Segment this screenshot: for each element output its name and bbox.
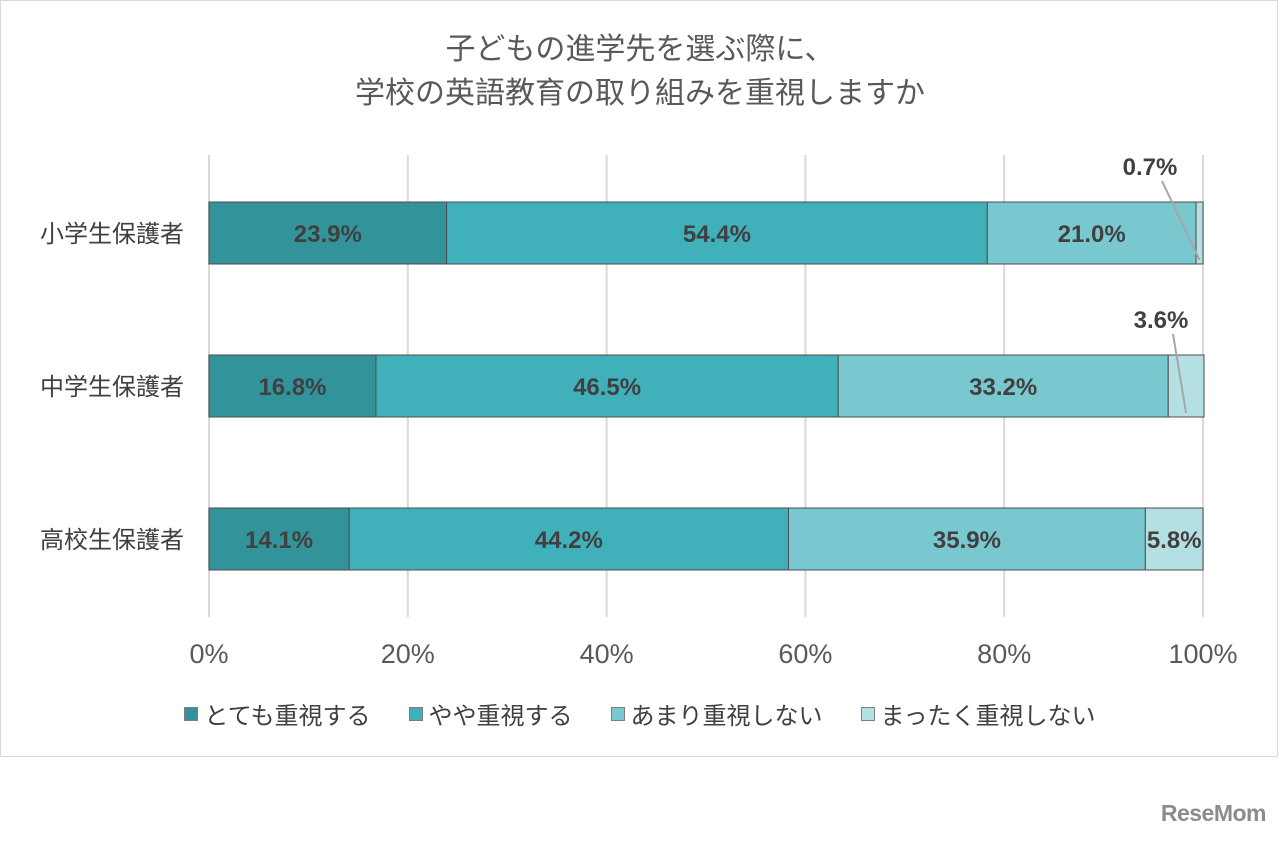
bar-segment (208, 507, 350, 571)
resemom-logo: ReseMom (1160, 800, 1267, 826)
data-label: 16.8% (258, 374, 326, 401)
data-label: 35.9% (933, 527, 1001, 554)
bar-segment (375, 354, 839, 418)
bar-segment (1195, 201, 1204, 265)
chart-title-line-1: 子どもの進学先を選ぶ際に、 (445, 32, 835, 67)
data-label: 46.5% (573, 374, 641, 401)
legend-swatch-somewhat-important (408, 706, 423, 721)
data-label: 54.4% (683, 221, 751, 248)
legend-swatch-not-important-at-all (860, 706, 875, 721)
legend-label-not-very-important: あまり重視しない (630, 702, 823, 730)
x-tick-label: 80% (977, 639, 1031, 669)
legend-item-somewhat-important: やや重視する (408, 696, 573, 731)
legend-item-very-important: とても重視する (184, 696, 371, 731)
bar-segment (837, 354, 1169, 418)
bar-segment (446, 201, 988, 265)
legend-label-very-important: とても重視する (204, 702, 371, 730)
x-tick-label: 0% (189, 639, 228, 669)
data-label: 3.6% (1134, 307, 1189, 334)
chart-legend: とても重視する やや重視する あまり重視しない まったく重視しない (0, 696, 1280, 731)
data-label: 44.2% (535, 527, 603, 554)
x-tick-label: 100% (1168, 639, 1237, 669)
bar-segment (1167, 354, 1205, 418)
bar-segment (1144, 507, 1204, 571)
leader-line (1172, 333, 1188, 414)
legend-swatch-very-important (184, 706, 199, 721)
category-label: 小学生保護者 (40, 220, 184, 248)
category-label: 中学生保護者 (40, 373, 184, 401)
chart-title: 子どもの進学先を選ぶ際に、 学校の英語教育の取り組みを重視しますか (0, 28, 1280, 116)
data-label: 5.8% (1147, 527, 1202, 554)
x-tick-label: 60% (778, 639, 832, 669)
bar-segment (348, 507, 790, 571)
data-label: 0.7% (1123, 154, 1178, 181)
legend-swatch-not-very-important (610, 706, 625, 721)
data-label: 14.1% (245, 527, 313, 554)
legend-item-not-important-at-all: まったく重視しない (860, 696, 1096, 731)
chart-title-line-2: 学校の英語教育の取り組みを重視しますか (355, 76, 925, 111)
data-label: 21.0% (1058, 221, 1126, 248)
bar-segment (986, 201, 1197, 265)
legend-label-somewhat-important: やや重視する (428, 702, 573, 730)
data-label: 33.2% (969, 374, 1037, 401)
data-label: 23.9% (294, 221, 362, 248)
category-label: 高校生保護者 (40, 526, 184, 554)
legend-label-not-important-at-all: まったく重視しない (880, 702, 1096, 730)
leader-line (1161, 180, 1201, 261)
legend-item-not-very-important: あまり重視しない (610, 696, 823, 731)
x-tick-label: 40% (580, 639, 634, 669)
x-tick-label: 20% (381, 639, 435, 669)
